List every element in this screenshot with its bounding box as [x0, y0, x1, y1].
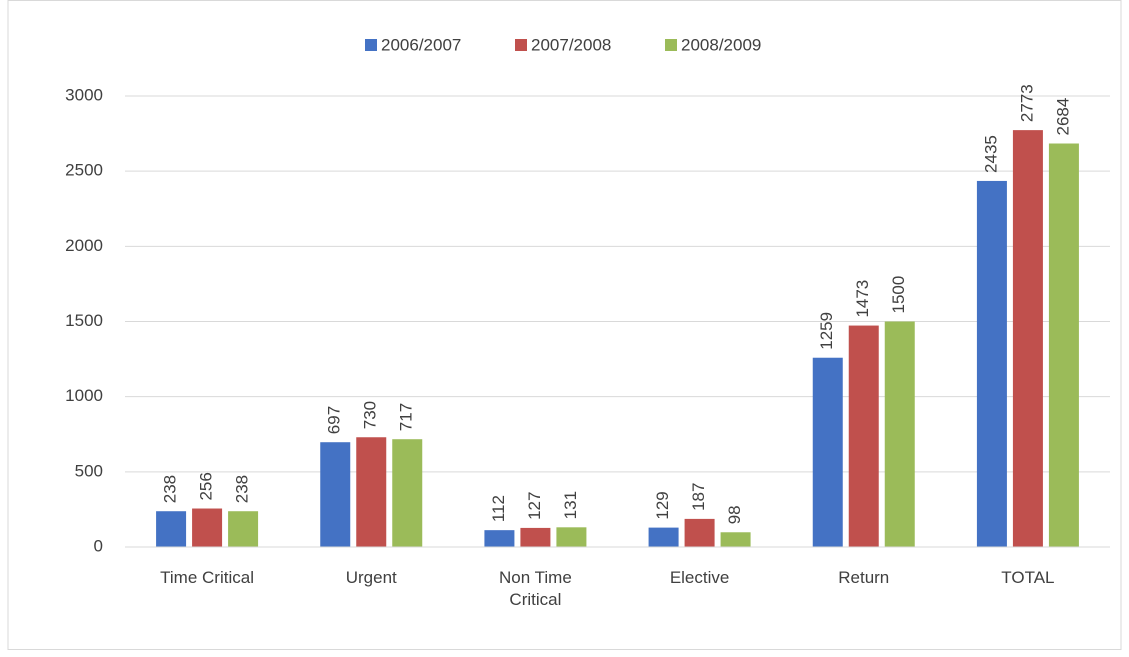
y-tick-label: 2500: [65, 161, 103, 180]
y-tick-label: 1000: [65, 386, 103, 405]
bar: [848, 325, 879, 547]
bar: [156, 511, 187, 547]
bar: [520, 527, 551, 547]
legend-swatch: [665, 39, 677, 51]
legend-label: 2006/2007: [381, 35, 461, 54]
bar: [976, 180, 1007, 547]
x-tick-label: Return: [838, 568, 890, 587]
data-label: 112: [489, 495, 508, 522]
data-label: 238: [161, 475, 180, 503]
data-label: 730: [361, 401, 380, 429]
legend-swatch: [365, 39, 377, 51]
legend-label: 2007/2008: [531, 35, 611, 54]
bar: [684, 518, 715, 547]
data-label: 187: [689, 483, 708, 511]
data-label: 256: [197, 472, 216, 500]
y-tick-label: 1500: [65, 311, 103, 330]
y-tick-label: 500: [75, 461, 103, 480]
x-tick-label: Time Critical: [160, 568, 254, 587]
bar: [648, 527, 679, 547]
bar: [812, 357, 843, 547]
data-label: 129: [653, 491, 672, 519]
y-tick-label: 0: [94, 536, 103, 555]
bar: [228, 511, 259, 547]
bar: [1048, 143, 1079, 547]
data-label: 1473: [853, 280, 872, 318]
data-label: 2684: [1053, 98, 1072, 136]
data-label: 717: [397, 403, 416, 431]
y-tick-label: 3000: [65, 85, 103, 104]
x-tick-label: Non Time Critical: [499, 568, 572, 609]
bar: [320, 442, 351, 547]
chart-border: [7, 0, 1122, 650]
x-tick-label: TOTAL: [1001, 568, 1055, 587]
bar: [484, 530, 515, 547]
bar: [1012, 130, 1043, 547]
data-label: 98: [725, 505, 744, 524]
data-label: 1500: [889, 276, 908, 314]
y-tick-label: 2000: [65, 236, 103, 255]
x-tick-label: Urgent: [345, 568, 397, 587]
x-tick-label: Elective: [669, 568, 730, 587]
bar: [556, 527, 587, 547]
data-label: 2435: [981, 135, 1000, 173]
bar: [192, 508, 223, 547]
legend-swatch: [515, 39, 527, 51]
data-label: 131: [561, 491, 580, 519]
bar: [720, 532, 751, 547]
data-label: 2773: [1017, 84, 1036, 122]
bar: [392, 439, 423, 547]
bar: [884, 321, 915, 547]
data-label: 697: [325, 406, 344, 434]
data-label: 1259: [817, 312, 836, 350]
bar: [356, 437, 387, 547]
data-label: 127: [525, 492, 544, 520]
legend-label: 2008/2009: [681, 35, 761, 54]
data-label: 238: [233, 475, 252, 503]
